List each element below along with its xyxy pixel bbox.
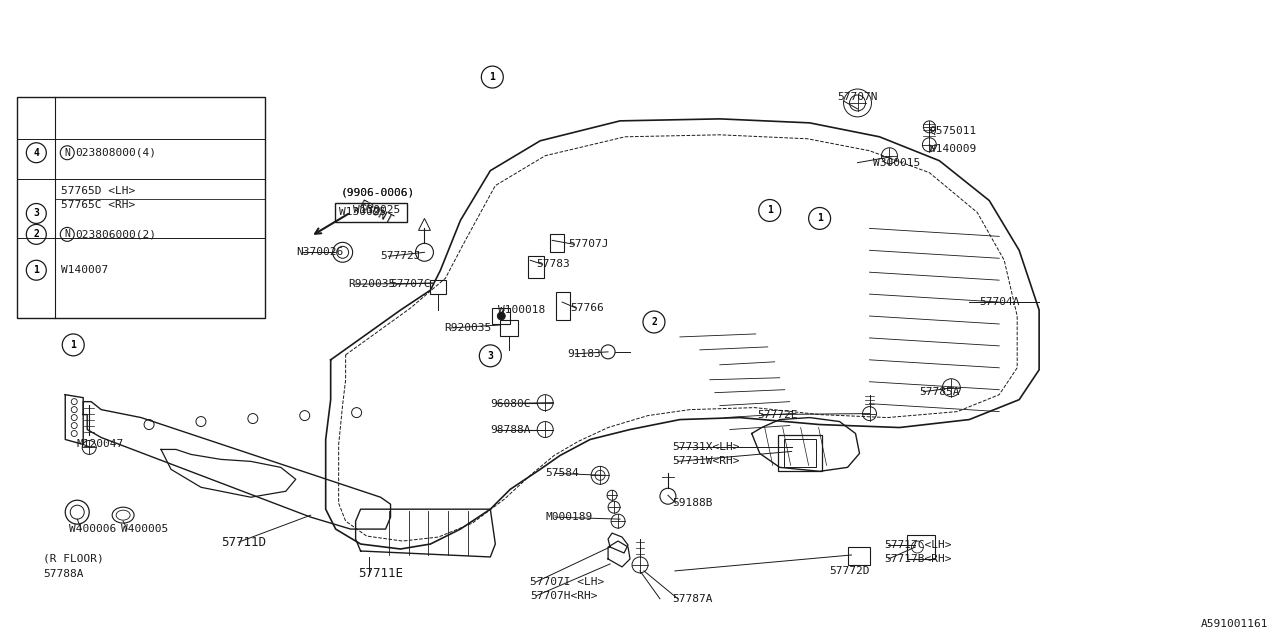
Text: Q575011: Q575011: [929, 126, 977, 136]
Text: W400005: W400005: [122, 524, 169, 534]
Text: 57707I <LH>: 57707I <LH>: [530, 577, 604, 587]
Text: R920035: R920035: [348, 279, 396, 289]
Text: W140009: W140009: [929, 144, 977, 154]
Text: W130025: W130025: [339, 207, 385, 218]
Text: 57787A: 57787A: [672, 594, 713, 604]
Bar: [783, 440, 815, 467]
Bar: [557, 292, 570, 320]
Bar: [430, 280, 447, 294]
Text: W140007: W140007: [61, 265, 109, 275]
Bar: [778, 435, 822, 471]
Bar: [500, 320, 518, 336]
Text: 1: 1: [767, 205, 773, 216]
Text: 3: 3: [488, 351, 493, 361]
Text: R920035: R920035: [444, 323, 492, 333]
Text: 1: 1: [817, 214, 823, 223]
Text: M120047: M120047: [77, 440, 123, 449]
Text: 96080C: 96080C: [490, 399, 531, 408]
Text: W130025: W130025: [352, 205, 399, 216]
Polygon shape: [65, 395, 83, 444]
Bar: [847, 547, 869, 565]
Text: 57788A: 57788A: [44, 569, 83, 579]
Text: 57717C<LH>: 57717C<LH>: [884, 540, 952, 550]
Text: 1: 1: [489, 72, 495, 82]
Text: 57707H<RH>: 57707H<RH>: [530, 591, 598, 601]
Text: 57707N: 57707N: [837, 92, 878, 102]
Text: 57772D: 57772D: [829, 566, 870, 576]
Circle shape: [498, 312, 506, 320]
Text: 2: 2: [33, 229, 40, 239]
Polygon shape: [751, 417, 860, 471]
Bar: [493, 308, 511, 324]
Polygon shape: [608, 541, 630, 567]
Text: 57584: 57584: [545, 468, 579, 478]
Text: N: N: [64, 148, 70, 157]
Text: 57785A: 57785A: [919, 387, 960, 397]
Text: 1: 1: [33, 265, 40, 275]
Text: 57731W<RH>: 57731W<RH>: [672, 456, 740, 467]
Text: 57717B<RH>: 57717B<RH>: [884, 554, 952, 564]
Bar: [18, 97, 265, 318]
Polygon shape: [325, 119, 1039, 549]
Text: 57772J: 57772J: [380, 252, 421, 261]
Text: 023806000(2): 023806000(2): [76, 229, 156, 239]
Text: 57707C: 57707C: [390, 279, 431, 289]
Text: 4: 4: [33, 148, 40, 157]
Text: 57704A: 57704A: [979, 297, 1020, 307]
Bar: [529, 256, 544, 278]
Bar: [550, 234, 564, 252]
Text: 57765C <RH>: 57765C <RH>: [61, 200, 136, 209]
Text: 023808000(4): 023808000(4): [76, 148, 156, 157]
Polygon shape: [608, 533, 628, 553]
Text: M000189: M000189: [545, 512, 593, 522]
Text: A591001161: A591001161: [1201, 619, 1268, 628]
Text: 57707J: 57707J: [568, 239, 609, 250]
Text: N370026: N370026: [297, 247, 344, 257]
Polygon shape: [356, 509, 495, 557]
Text: 91183: 91183: [567, 349, 600, 359]
Polygon shape: [83, 402, 390, 529]
Text: 57772E: 57772E: [758, 410, 799, 420]
Text: 57766: 57766: [570, 303, 604, 313]
Text: FRONT: FRONT: [357, 198, 396, 227]
Text: W100018: W100018: [498, 305, 545, 315]
Polygon shape: [161, 449, 296, 497]
Text: 57731X<LH>: 57731X<LH>: [672, 442, 740, 452]
Text: 57711E: 57711E: [358, 568, 403, 580]
Text: 57783: 57783: [536, 259, 570, 269]
Bar: [908, 535, 936, 559]
Text: 2: 2: [652, 317, 657, 327]
Text: 3: 3: [33, 209, 40, 218]
Text: 59188B: 59188B: [672, 498, 713, 508]
Text: (9906-0006): (9906-0006): [340, 188, 415, 198]
Text: N: N: [64, 229, 70, 239]
Text: 57765D <LH>: 57765D <LH>: [61, 186, 136, 196]
Text: (9906-0006): (9906-0006): [340, 188, 415, 198]
Text: 1: 1: [70, 340, 77, 350]
Text: (R FLOOR): (R FLOOR): [44, 554, 104, 564]
Text: W300015: W300015: [873, 157, 920, 168]
Text: 98788A: 98788A: [490, 424, 531, 435]
Bar: [334, 202, 407, 223]
Text: 57711D: 57711D: [221, 536, 266, 548]
Text: W400006: W400006: [69, 524, 116, 534]
